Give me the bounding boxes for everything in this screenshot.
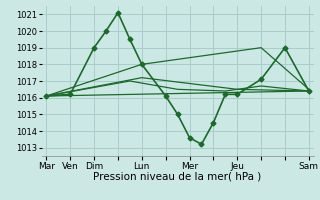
X-axis label: Pression niveau de la mer( hPa ): Pression niveau de la mer( hPa ): [93, 172, 262, 182]
